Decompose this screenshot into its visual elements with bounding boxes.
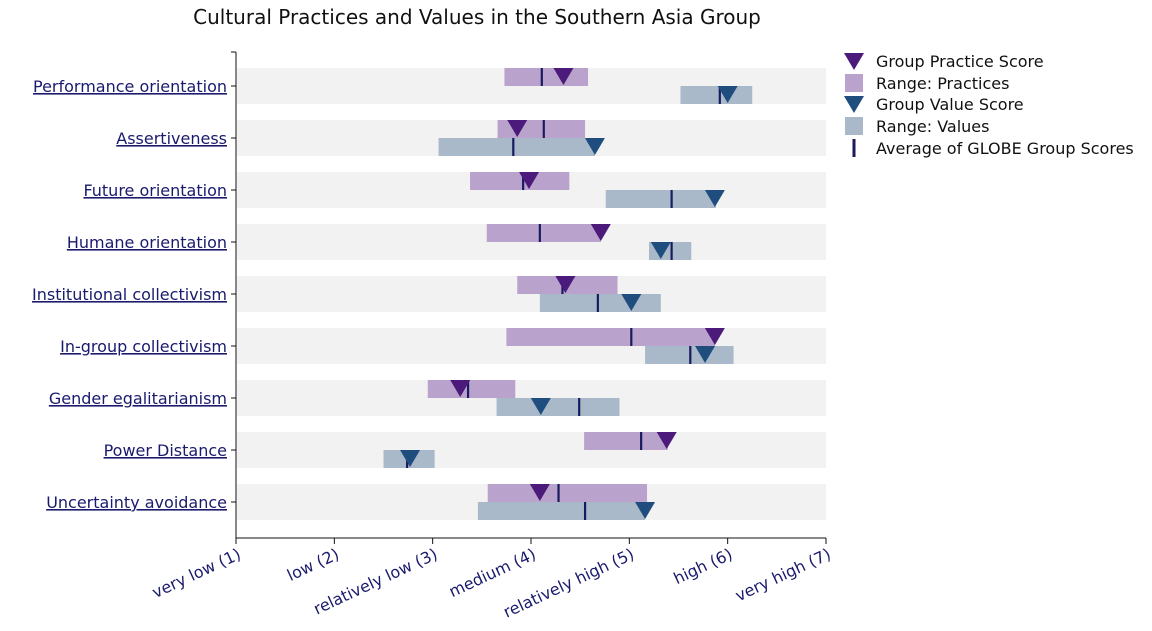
category-label: Gender egalitarianism xyxy=(49,389,227,408)
value-range-bar xyxy=(680,86,753,104)
legend-label: Range: Values xyxy=(876,117,989,136)
x-axis: very low (1) low (2)relatively low (3) med… xyxy=(149,537,834,622)
legend-label: Group Value Score xyxy=(876,95,1024,114)
chart-title: Cultural Practices and Values in the Sou… xyxy=(193,5,761,29)
practice-range-bar xyxy=(584,432,668,450)
practice-range-bar xyxy=(486,224,601,242)
value-range-bar xyxy=(477,502,646,520)
category-label: Institutional collectivism xyxy=(32,285,227,304)
practice-score-legend-marker xyxy=(844,53,864,70)
row-band-power-distance xyxy=(237,432,826,468)
practice-score-marker xyxy=(529,484,550,501)
practice-range-bar xyxy=(470,172,570,190)
category-label: Assertiveness xyxy=(116,129,227,148)
practice-score-marker xyxy=(590,224,611,241)
x-tick-label: high (6) xyxy=(671,544,736,588)
legend-label: Range: Practices xyxy=(876,74,1009,93)
practice-range-bar xyxy=(504,68,589,86)
value-range-bar xyxy=(539,294,661,312)
legend-label: Group Practice Score xyxy=(876,52,1044,71)
practice-score-marker xyxy=(519,172,540,189)
value-range-bar xyxy=(496,398,620,416)
x-tick-label: very high (7) xyxy=(732,544,833,605)
value-score-marker xyxy=(530,398,551,415)
category-label: Performance orientation xyxy=(33,77,227,96)
value-score-marker xyxy=(717,86,738,103)
value-score-marker xyxy=(635,502,656,519)
value-score-marker xyxy=(400,450,421,467)
category-label: Future orientation xyxy=(83,181,227,200)
value-range-bar xyxy=(438,138,595,156)
practice-score-marker xyxy=(450,380,471,397)
data-marks xyxy=(383,68,753,520)
value-range-legend-swatch xyxy=(845,117,863,135)
practice-range-bar xyxy=(487,484,648,502)
value-score-legend-marker xyxy=(844,96,864,113)
x-tick-label: low (2) xyxy=(284,544,342,584)
practice-score-marker xyxy=(656,432,677,449)
category-label: Power Distance xyxy=(104,441,227,460)
category-label: In-group collectivism xyxy=(60,337,227,356)
practice-score-marker xyxy=(507,120,528,137)
category-label: Uncertainty avoidance xyxy=(46,493,227,512)
practice-range-legend-swatch xyxy=(845,74,863,92)
practice-score-marker xyxy=(555,276,576,293)
y-axis: Performance orientation Assertiveness Futu… xyxy=(32,51,237,538)
value-range-bar xyxy=(605,190,716,208)
practice-score-marker xyxy=(553,68,574,85)
value-score-marker xyxy=(704,190,725,207)
practice-score-marker xyxy=(704,328,725,345)
practice-range-bar xyxy=(506,328,715,346)
value-score-marker xyxy=(621,294,642,311)
category-label: Humane orientation xyxy=(67,233,227,252)
practice-range-bar xyxy=(427,380,516,398)
value-score-marker xyxy=(695,346,716,363)
x-tick-label: very low (1) xyxy=(149,544,244,602)
legend-label: Average of GLOBE Group Scores xyxy=(876,139,1134,158)
legend: Group Practice Score Range: Practices Grou… xyxy=(844,52,1134,158)
value-score-marker xyxy=(650,242,671,259)
value-score-marker xyxy=(584,138,605,155)
